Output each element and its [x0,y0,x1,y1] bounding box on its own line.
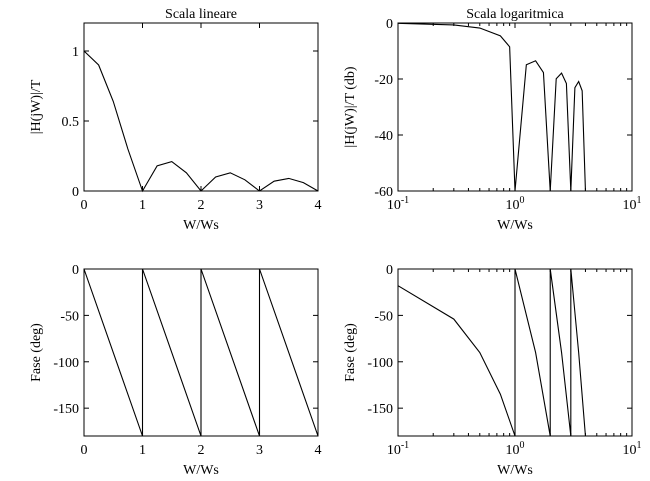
x-tick-label: 101 [623,195,642,213]
x-tick-label: 3 [256,198,263,213]
chart-panel-4: -150 -100 -50 0 10-1 100 101 W/Ws Fase (deg) [343,263,642,478]
x-tick-label: 3 [256,443,263,458]
y-tick-label: 0 [72,263,79,278]
y-tick-label: -50 [374,309,393,324]
x-tick-label: 101 [623,440,642,458]
x-tick-label: 4 [315,198,322,213]
y-axis-label: |H(jW)|/T (db) [343,66,358,147]
chart-title: Scala lineare [165,7,237,22]
y-tick-label: -150 [367,402,393,417]
x-tick-label: 100 [506,195,525,213]
y-tick-label: -40 [374,129,393,144]
x-tick-label: 10-1 [387,440,409,458]
x-tick-label: 10-1 [387,195,409,213]
x-tick-label: 2 [198,198,205,213]
y-tick-label: -100 [53,356,79,371]
y-tick-label: 0 [386,263,393,278]
y-tick-label: -100 [367,356,393,371]
x-tick-label: 4 [315,443,322,458]
plot-frame [397,22,633,192]
y-tick-label: -150 [53,402,79,417]
y-tick-label: -60 [374,185,393,200]
y-tick-label: 0 [386,17,393,32]
x-tick-label: 1 [139,443,146,458]
y-tick-label: 0.5 [62,115,80,130]
x-axis-label: W/Ws [497,218,533,233]
y-tick-label: 0 [72,185,79,200]
x-axis-label: W/Ws [183,218,219,233]
chart-panel-3: -150 -100 -50 0 0 1 2 3 4 W/Ws Fase (deg) [29,263,322,478]
y-tick-label: -50 [60,309,79,324]
x-tick-label: 0 [81,198,88,213]
y-tick-label: -20 [374,73,393,88]
plot-frame [83,22,319,192]
x-tick-label: 1 [139,198,146,213]
y-axis-label: Fase (deg) [343,323,358,382]
y-axis-label: Fase (deg) [29,323,44,382]
chart-panel-2: -60 -40 -20 0 10-1 100 101 Scala logaritmica W/W… [343,7,642,233]
series-line-1 [397,22,591,192]
chart-title: Scala logaritmica [466,7,564,22]
series-line-1 [83,50,319,193]
x-axis-label: W/Ws [497,463,533,478]
x-tick-label: 2 [198,443,205,458]
series-line-1 [397,268,586,437]
x-tick-label: 0 [81,443,88,458]
series-line-1 [83,268,319,437]
chart-panel-1: 0 0.5 1 0 1 2 3 4 Scala lineare W/Ws |H(jW)|/T [29,7,322,233]
y-tick-label: 1 [72,45,79,60]
x-tick-label: 100 [506,440,525,458]
x-axis-label: W/Ws [183,463,219,478]
y-axis-label: |H(jW)|/T [29,79,44,134]
